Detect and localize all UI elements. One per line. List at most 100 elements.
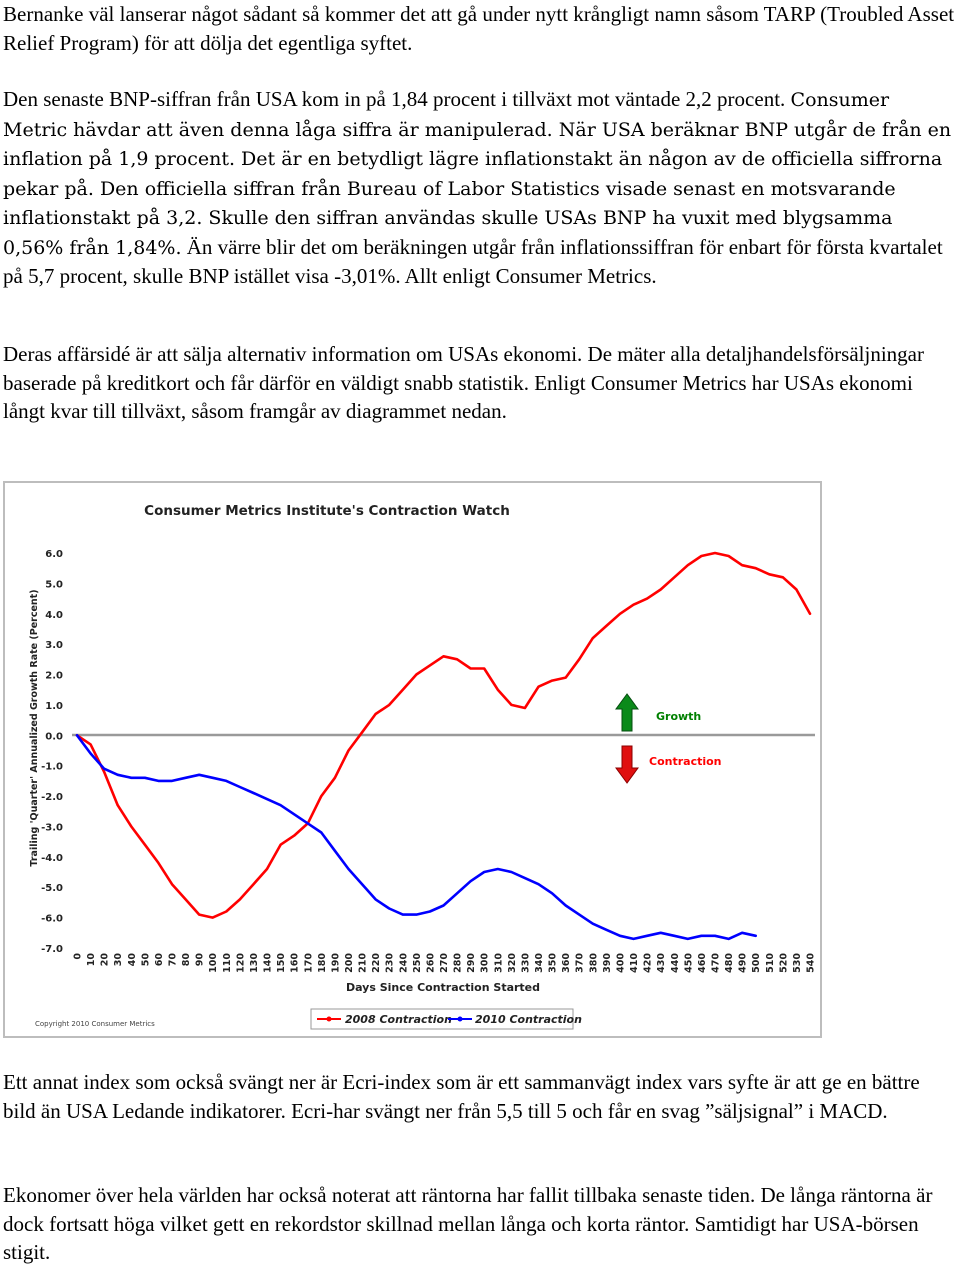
series-point-2010 (673, 934, 676, 937)
series-point-2008 (211, 916, 214, 919)
series-point-2010 (537, 883, 540, 886)
series-point-2008 (537, 685, 540, 688)
chart-canvas: Consumer Metrics Institute's Contraction… (29, 503, 817, 1030)
series-point-2008 (605, 625, 608, 627)
x-tick-label: 260 (425, 953, 436, 973)
series-point-2008 (374, 713, 377, 715)
series-point-2010 (184, 776, 187, 779)
series-point-2010 (198, 773, 201, 776)
series-point-2008 (673, 576, 676, 579)
series-point-2008 (116, 804, 119, 807)
series-point-2010 (388, 907, 391, 910)
series-point-2010 (89, 752, 92, 755)
series-point-2008 (496, 688, 499, 691)
y-tick-label: 6.0 (45, 549, 63, 560)
series-point-2008 (782, 576, 784, 579)
series-point-2010 (320, 831, 323, 834)
series-point-2008 (293, 834, 296, 837)
series-layer (75, 551, 812, 941)
series-point-2010 (578, 913, 581, 916)
series-point-2010 (714, 934, 716, 937)
x-tick-label: 240 (398, 953, 409, 973)
legend-label-2008: 2008 Contraction (345, 1013, 452, 1026)
paragraph-bnp-body: Consumer Metric hävdar att även denna lå… (3, 89, 952, 259)
series-point-2008 (347, 749, 350, 752)
x-tick-label: 250 (412, 953, 423, 973)
x-tick-label: 340 (534, 953, 545, 973)
x-tick-label: 470 (710, 953, 721, 973)
series-point-2010 (551, 892, 553, 895)
x-tick-label: 220 (371, 953, 382, 973)
y-tick-label: 5.0 (45, 579, 63, 590)
x-tick-label: 390 (602, 953, 613, 973)
growth-annotation: Growth (615, 693, 701, 732)
y-axis-ticks: 6.0 5.0 4.0 3.0 2.0 1.0 0.0 -1.0 -2.0 -3.0 -4.0 -5.… (41, 549, 63, 955)
series-point-2008 (727, 555, 730, 557)
series-point-2010 (659, 931, 662, 934)
series-point-2010 (564, 904, 567, 907)
series-point-2008 (388, 704, 391, 706)
x-tick-label: 420 (643, 953, 654, 973)
series-point-2008 (184, 898, 187, 901)
series-point-2010 (727, 938, 730, 940)
x-axis-ticks: 0 10 20 30 40 50 60 70 80 90 100 110 120 130 140 150 160… (73, 953, 817, 973)
x-tick-label: 370 (575, 953, 586, 973)
series-point-2008 (130, 825, 133, 828)
legend-marker-2008 (326, 1016, 332, 1022)
series-point-2010 (266, 798, 268, 800)
chart-title: Consumer Metrics Institute's Contraction… (144, 503, 510, 519)
series-point-2008 (469, 667, 472, 670)
series-point-2008 (225, 910, 228, 913)
y-tick-label: 3.0 (45, 640, 63, 651)
paragraph-business-idea: Deras affärsidé är att sälja alternativ … (3, 342, 924, 423)
series-point-2010 (646, 934, 648, 937)
series-point-2008 (768, 573, 771, 576)
series-point-2008 (483, 667, 486, 670)
y-tick-label: -7.0 (41, 944, 63, 955)
growth-label: Growth (656, 710, 701, 723)
x-tick-label: 320 (507, 953, 518, 973)
x-tick-label: 400 (615, 953, 626, 973)
x-tick-label: 300 (480, 953, 491, 973)
x-tick-label: 20 (100, 953, 111, 967)
legend-label-2010: 2010 Contraction (475, 1013, 582, 1026)
series-point-2008 (103, 770, 105, 773)
y-tick-label: -1.0 (41, 762, 63, 773)
series-point-2010 (741, 931, 743, 934)
x-tick-label: 480 (724, 953, 735, 973)
x-tick-label: 30 (113, 953, 124, 967)
series-point-2008 (442, 655, 445, 658)
x-tick-label: 200 (344, 953, 355, 973)
series-point-2008 (809, 612, 811, 615)
series-point-2008 (564, 676, 567, 679)
series-point-2010 (334, 849, 336, 852)
contraction-watch-chart: Consumer Metrics Institute's Contraction… (3, 481, 822, 1038)
paragraph-bnp-tail: Än värre blir det om beräkningen utgår f… (3, 234, 943, 289)
x-tick-label: 280 (453, 953, 464, 973)
x-tick-label: 330 (520, 953, 531, 973)
series-point-2010 (686, 938, 689, 940)
series-point-2010 (171, 780, 173, 782)
contraction-annotation: Contraction (615, 745, 722, 784)
y-tick-label: 1.0 (45, 701, 63, 712)
x-tick-label: 290 (466, 953, 477, 973)
series-point-2008 (524, 707, 526, 709)
paragraph-interest-rates: Ekonomer över hela världen har också not… (3, 1183, 933, 1264)
x-tick-label: 230 (385, 953, 396, 973)
x-tick-label: 190 (330, 953, 341, 973)
series-point-2008 (578, 658, 581, 661)
series-point-2008 (429, 664, 431, 667)
x-tick-label: 490 (738, 953, 749, 973)
x-tick-label: 430 (656, 953, 667, 973)
series-point-2008 (361, 731, 363, 734)
x-tick-label: 150 (276, 953, 287, 973)
paragraph-ecri: Ett annat index som också svängt ner är … (3, 1070, 920, 1123)
chart-legend: 2008 Contraction 2010 Contraction (310, 1008, 582, 1030)
series-point-2008 (551, 679, 553, 682)
series-point-2010 (225, 780, 228, 782)
x-tick-label: 210 (358, 953, 369, 973)
y-tick-label: -3.0 (41, 822, 63, 833)
series-point-2008 (157, 862, 160, 864)
x-tick-label: 110 (222, 953, 233, 973)
series-point-2008 (686, 564, 689, 567)
